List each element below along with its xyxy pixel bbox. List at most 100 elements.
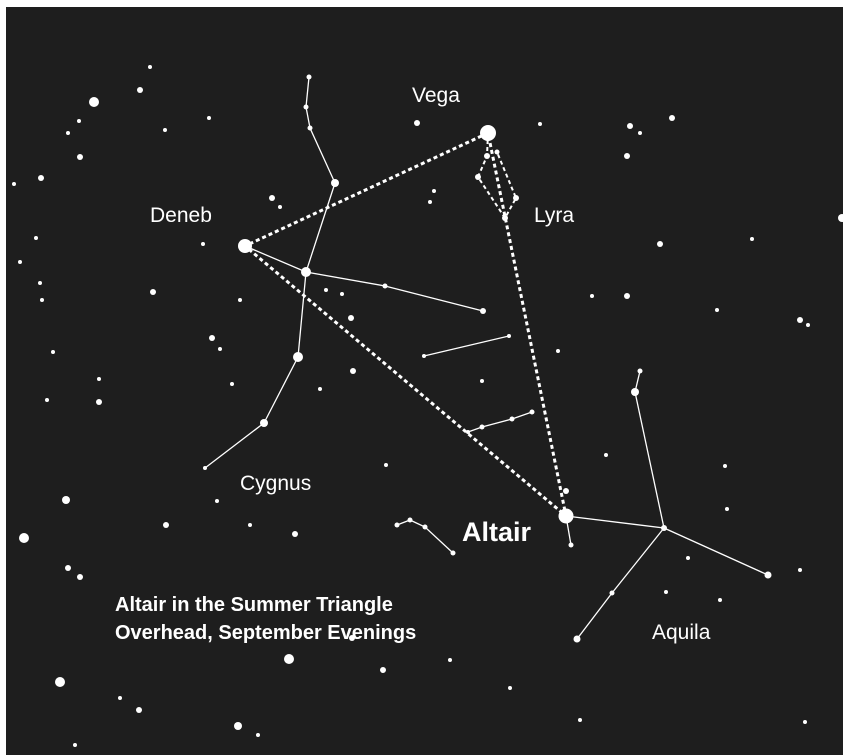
star (657, 241, 663, 247)
label: Aquila (652, 621, 711, 644)
star (448, 658, 452, 662)
star (19, 533, 29, 543)
star (556, 349, 560, 353)
star (292, 531, 298, 537)
star (238, 239, 252, 253)
star (203, 466, 207, 470)
caption: Overhead, September Evenings (115, 622, 416, 644)
label: Cygnus (240, 472, 311, 495)
star (432, 189, 436, 193)
star (538, 122, 542, 126)
star (97, 377, 101, 381)
star (484, 153, 490, 159)
star (256, 733, 260, 737)
star (624, 153, 630, 159)
star (118, 696, 122, 700)
star (725, 507, 729, 511)
star (610, 591, 615, 596)
star (238, 298, 242, 302)
star-map: Vega Deneb Lyra Cygnus Altair Aquila Alt… (0, 0, 843, 755)
star (408, 518, 413, 523)
star (383, 284, 388, 289)
star (209, 335, 215, 341)
star (480, 425, 485, 430)
star (380, 667, 386, 673)
star (395, 523, 400, 528)
star (559, 509, 574, 524)
star (569, 543, 574, 548)
star (507, 334, 511, 338)
star (466, 430, 470, 434)
star (798, 568, 802, 572)
star (96, 399, 102, 405)
star (348, 315, 354, 321)
star (137, 87, 143, 93)
star (502, 215, 508, 221)
star (73, 743, 77, 747)
star (18, 260, 22, 264)
star (806, 323, 810, 327)
star (163, 522, 169, 528)
star (422, 354, 426, 358)
star (451, 551, 456, 556)
star (12, 182, 16, 186)
star (307, 75, 312, 80)
star (38, 281, 42, 285)
star (590, 294, 594, 298)
star (510, 417, 515, 422)
star (797, 317, 803, 323)
caption: Altair in the Summer Triangle (115, 594, 393, 616)
label: Altair (462, 517, 532, 547)
star (718, 598, 722, 602)
star (234, 722, 242, 730)
star (218, 347, 222, 351)
star (77, 574, 83, 580)
star (513, 195, 519, 201)
star (669, 115, 675, 121)
star (604, 453, 608, 457)
star (765, 572, 772, 579)
star (301, 267, 311, 277)
star (638, 131, 642, 135)
star (77, 154, 83, 160)
star (340, 292, 344, 296)
star (428, 200, 432, 204)
star (308, 126, 313, 131)
star (686, 556, 690, 560)
star (201, 242, 205, 246)
star (475, 174, 481, 180)
star (627, 123, 633, 129)
star (624, 293, 630, 299)
star (803, 720, 807, 724)
star (508, 686, 512, 690)
star (89, 97, 99, 107)
star (480, 125, 496, 141)
star (350, 368, 356, 374)
star (136, 707, 142, 713)
star (163, 128, 167, 132)
star (750, 237, 754, 241)
label: Vega (412, 84, 460, 107)
star (480, 308, 486, 314)
star (148, 65, 152, 69)
star (51, 350, 55, 354)
star (207, 116, 211, 120)
star (34, 236, 38, 240)
star (269, 195, 275, 201)
star (563, 488, 569, 494)
star (62, 496, 70, 504)
star (324, 288, 328, 292)
star (661, 525, 667, 531)
star (423, 525, 428, 530)
star (578, 718, 582, 722)
star (414, 120, 420, 126)
label: Deneb (150, 204, 212, 227)
star (331, 179, 339, 187)
star (215, 499, 219, 503)
star (480, 379, 484, 383)
star (495, 150, 500, 155)
star (530, 410, 535, 415)
star (65, 565, 71, 571)
star (574, 636, 581, 643)
star (248, 523, 252, 527)
